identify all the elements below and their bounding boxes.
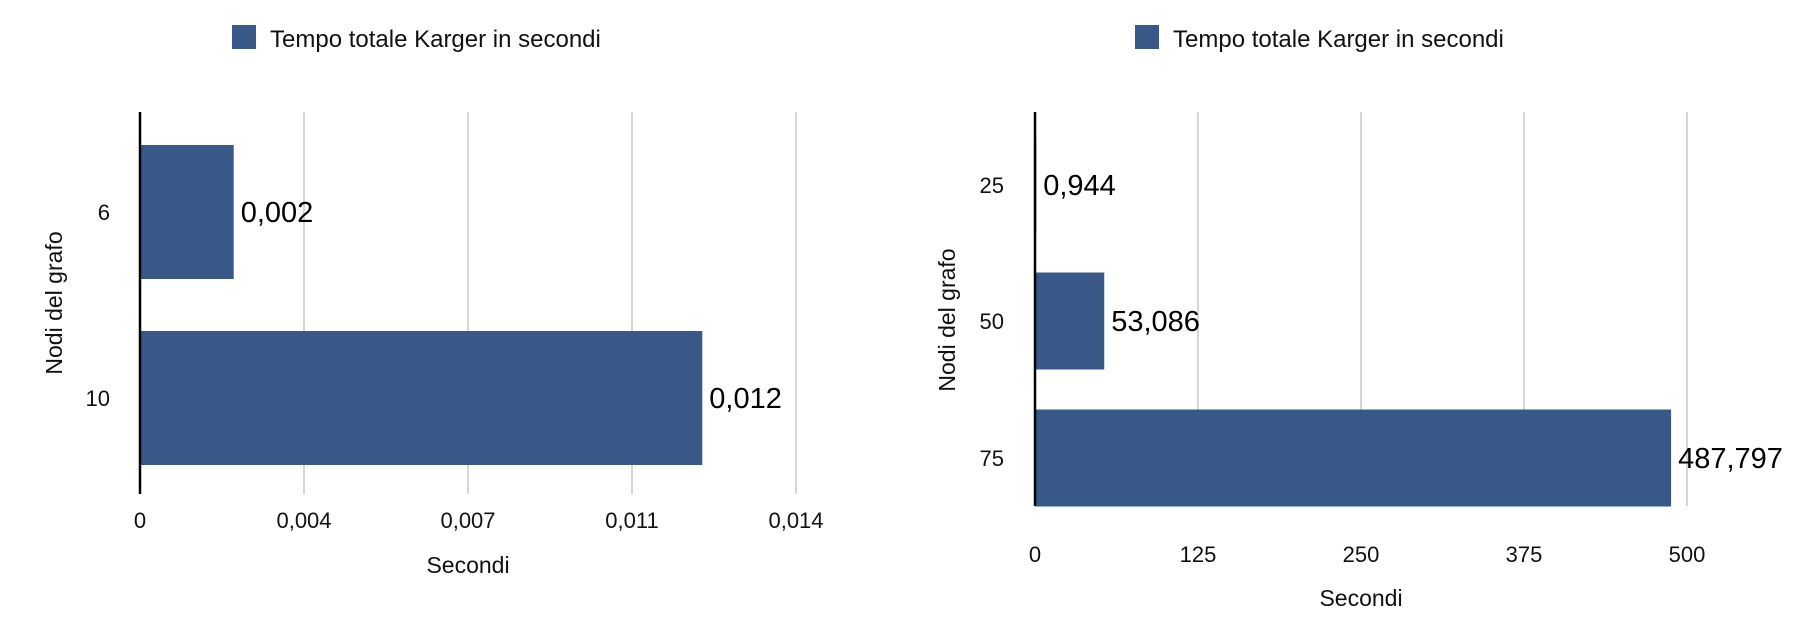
chart1-x-axis-title: Secondi: [426, 552, 509, 578]
chart1-x-tick-label: 0: [134, 508, 146, 533]
chart2-x-tick-label: 125: [1180, 542, 1217, 567]
chart2-category-label: 25: [980, 173, 1004, 198]
chart1-legend-swatch: [232, 25, 256, 49]
chart1-legend-label: Tempo totale Karger in secondi: [270, 26, 601, 53]
chart1-category-label: 6: [98, 200, 110, 225]
chart1-x-tick-label: 0,011: [605, 508, 658, 533]
chart2-x-tick-label: 250: [1343, 542, 1380, 567]
chart2-bar-75: [1035, 409, 1672, 507]
chart2-data-label: 487,797: [1678, 443, 1783, 475]
chart1-x-tick-label: 0,007: [440, 508, 495, 533]
chart2-legend-swatch: [1135, 25, 1159, 49]
chart2-y-axis-title: Nodi del grafo: [934, 248, 960, 391]
chart2-x-axis-title: Secondi: [1319, 585, 1402, 611]
chart2-category-label: 75: [980, 446, 1004, 471]
chart2-category-label: 50: [980, 309, 1004, 334]
chart1-x-tick-label: 0,014: [768, 508, 823, 533]
chart2-x-tick-label: 375: [1506, 542, 1543, 567]
chart1-category-label: 10: [86, 386, 110, 411]
chart2-x-tick-label: 500: [1669, 542, 1706, 567]
chart1-data-label: 0,002: [241, 197, 314, 229]
chart2-x-tick-label: 0: [1029, 542, 1041, 567]
chart1-data-label: 0,012: [709, 383, 782, 415]
chart2-data-label: 0,944: [1043, 170, 1116, 202]
chart1-bar-6: [140, 145, 234, 279]
chart2-data-label: 53,086: [1111, 306, 1200, 338]
chart2-legend-label: Tempo totale Karger in secondi: [1173, 26, 1504, 53]
chart2-bar-50: [1035, 272, 1105, 370]
chart1-x-tick-label: 0,004: [276, 508, 331, 533]
chart1-y-axis-title: Nodi del grafo: [41, 231, 67, 374]
chart1-bar-10: [140, 331, 703, 465]
